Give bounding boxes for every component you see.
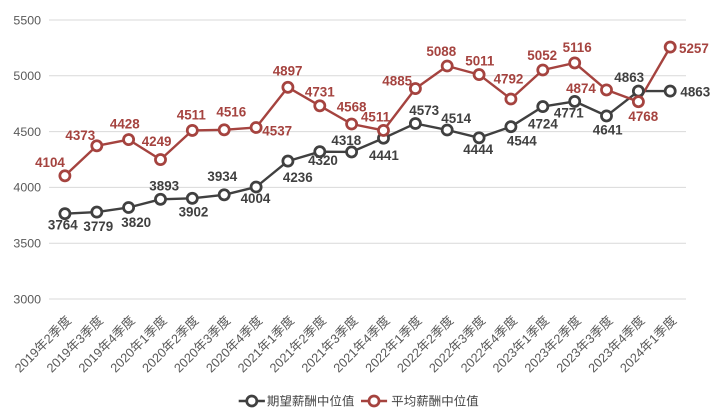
- svg-text:5257: 5257: [679, 41, 709, 56]
- svg-text:4514: 4514: [441, 111, 471, 126]
- svg-text:4544: 4544: [507, 134, 537, 149]
- svg-text:4004: 4004: [241, 191, 271, 206]
- svg-text:5000: 5000: [13, 69, 41, 83]
- svg-text:3779: 3779: [83, 219, 113, 234]
- svg-text:4573: 4573: [409, 103, 439, 118]
- svg-text:3820: 3820: [121, 215, 151, 230]
- svg-text:4444: 4444: [463, 142, 493, 157]
- svg-text:4516: 4516: [216, 105, 246, 120]
- svg-text:4771: 4771: [554, 106, 584, 121]
- svg-text:4724: 4724: [528, 117, 558, 132]
- svg-text:3902: 3902: [179, 205, 209, 220]
- svg-text:4318: 4318: [331, 133, 361, 148]
- svg-text:5011: 5011: [465, 54, 495, 69]
- svg-text:4511: 4511: [177, 107, 207, 122]
- svg-text:4874: 4874: [566, 81, 596, 96]
- svg-text:3934: 3934: [207, 169, 237, 184]
- svg-text:5052: 5052: [527, 48, 557, 63]
- svg-text:4511: 4511: [361, 109, 391, 124]
- svg-text:4104: 4104: [35, 155, 65, 170]
- svg-text:4768: 4768: [628, 109, 658, 124]
- svg-text:4641: 4641: [593, 122, 623, 137]
- svg-text:4320: 4320: [308, 153, 338, 168]
- svg-text:5088: 5088: [426, 44, 456, 59]
- svg-text:4885: 4885: [382, 73, 412, 88]
- svg-text:3500: 3500: [13, 237, 41, 251]
- svg-text:4731: 4731: [305, 85, 335, 100]
- svg-text:4236: 4236: [283, 170, 313, 185]
- svg-text:4000: 4000: [13, 181, 41, 195]
- svg-text:3893: 3893: [149, 179, 179, 194]
- svg-text:4441: 4441: [369, 148, 399, 163]
- svg-text:4897: 4897: [273, 63, 303, 78]
- svg-text:3764: 3764: [48, 217, 78, 232]
- svg-text:4500: 4500: [13, 125, 41, 139]
- svg-text:4428: 4428: [110, 117, 140, 132]
- svg-text:4537: 4537: [262, 123, 292, 138]
- svg-text:4863: 4863: [614, 70, 644, 85]
- svg-text:5116: 5116: [563, 40, 592, 55]
- svg-text:4373: 4373: [65, 128, 95, 143]
- svg-text:4863: 4863: [680, 85, 710, 100]
- svg-text:4249: 4249: [142, 134, 172, 149]
- svg-text:3000: 3000: [13, 292, 41, 306]
- svg-text:5500: 5500: [13, 13, 41, 27]
- svg-text:4568: 4568: [337, 100, 367, 115]
- svg-text:4792: 4792: [494, 72, 524, 87]
